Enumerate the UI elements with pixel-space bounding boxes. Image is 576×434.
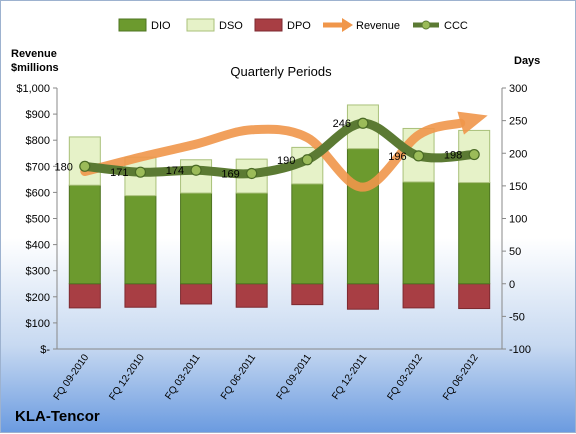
plot-area: $- $100 $200 $300 $400 $500 $600 $700 $800 $900 $1… [16, 83, 531, 402]
left-tick-label: $1,000 [16, 83, 50, 95]
category-label: FQ 12-2010 [107, 352, 147, 402]
legend: DIO DSO DPO Revenue CCC [118, 18, 468, 32]
category-label: FQ 09-2010 [52, 352, 92, 402]
legend-swatch-dpo [254, 18, 283, 32]
category-label: FQ 12-2011 [330, 352, 369, 402]
left-tick-label: $400 [26, 240, 50, 252]
bar-dpo [346, 283, 379, 310]
bar-dpo [458, 283, 491, 310]
ccc-marker [301, 154, 313, 166]
legend-arrow-revenue [342, 18, 353, 32]
right-tick-label: 150 [509, 181, 527, 193]
bar-dpo [402, 283, 435, 309]
ccc-data-label: 190 [277, 155, 295, 167]
bar-dpo [291, 283, 324, 306]
ccc-marker [246, 167, 258, 180]
legend-marker-ccc [421, 20, 431, 30]
ccc-data-label: 171 [110, 167, 128, 179]
ccc-data-label: 180 [54, 161, 72, 173]
chart-title: Quarterly Periods [230, 64, 332, 79]
ccc-marker [468, 148, 480, 161]
left-tick-label: $100 [26, 318, 50, 330]
revenue-line [80, 118, 466, 192]
left-axis-title-line2: $millions [11, 62, 59, 74]
legend-label-dpo: DPO [287, 20, 311, 32]
ccc-marker [79, 160, 91, 172]
bar-dio [180, 192, 213, 285]
legend-label-revenue: Revenue [356, 20, 400, 32]
bar-dio [291, 183, 324, 285]
revenue-arrowhead [457, 111, 488, 135]
right-tick-label: 50 [509, 246, 521, 258]
legend-label-dso: DSO [219, 20, 243, 32]
ccc-marker [190, 164, 202, 176]
bar-dpo [180, 283, 213, 305]
ccc-marker [357, 117, 369, 129]
bar-dpo [68, 283, 101, 309]
bar-dio [124, 195, 157, 285]
bar-dio [68, 184, 101, 285]
bar-dpo [124, 283, 157, 308]
legend-label-ccc: CCC [444, 20, 468, 32]
category-label: FQ 03-2011 [163, 352, 202, 402]
legend-swatch-dio [118, 18, 147, 32]
right-tick-label: 0 [509, 279, 515, 291]
category-label: FQ 03-2012 [385, 352, 425, 402]
bar-dio [235, 192, 268, 285]
right-tick-label: -50 [509, 311, 525, 323]
left-tick-label: $200 [26, 292, 50, 304]
ccc-line [80, 118, 479, 179]
left-tick-label: $- [40, 344, 50, 356]
bar-dio [458, 182, 491, 285]
ccc-data-label: 169 [221, 168, 239, 180]
left-tick-label: $900 [26, 109, 50, 121]
company-name: KLA-Tencor [15, 408, 100, 425]
left-tick-label: $600 [26, 187, 50, 199]
ccc-data-label: 198 [444, 150, 462, 162]
right-tick-label: 200 [509, 148, 527, 160]
left-tick-label: $500 [26, 214, 50, 226]
ccc-data-label: 246 [333, 118, 351, 130]
right-tick-label: 300 [509, 83, 527, 95]
ccc-data-label: 196 [388, 151, 406, 163]
legend-swatch-dso [186, 18, 215, 32]
bar-dio [402, 181, 435, 285]
right-axis-title: Days [514, 55, 540, 67]
ccc-data-label: 174 [166, 165, 184, 177]
right-tick-label: -100 [509, 344, 531, 356]
left-tick-label: $300 [26, 266, 50, 278]
bar-dpo [235, 283, 268, 308]
ccc-marker [412, 150, 425, 162]
category-label: FQ 09-2011 [275, 352, 314, 402]
right-tick-label: 100 [509, 214, 527, 226]
ccc-marker [134, 166, 147, 178]
left-tick-label: $700 [26, 161, 50, 173]
category-label: FQ 06-2012 [441, 352, 481, 402]
bar-dio [346, 148, 379, 285]
right-tick-label: 250 [509, 116, 527, 128]
category-label: FQ 06-2011 [219, 352, 258, 402]
legend-label-dio: DIO [151, 20, 171, 32]
left-tick-label: $800 [26, 135, 50, 147]
left-axis-title-line1: Revenue [11, 48, 57, 60]
